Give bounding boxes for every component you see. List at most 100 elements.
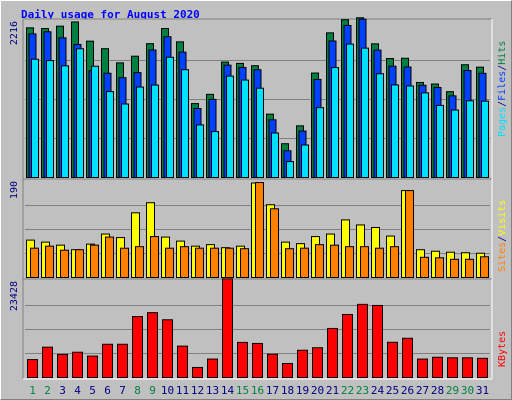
pages-bar — [346, 43, 354, 178]
kbytes-bar — [477, 357, 488, 378]
pages-bar — [91, 65, 99, 178]
pages-bar — [421, 92, 429, 178]
sites-bar — [375, 247, 384, 278]
legend-entry: KBytes — [497, 331, 508, 367]
pages-bar — [271, 132, 279, 178]
sites-bar — [270, 208, 279, 278]
x-tick-label: 18 — [281, 384, 294, 397]
sites-bar — [345, 246, 354, 278]
kbytes-bar — [237, 341, 248, 379]
pages-bar — [286, 161, 294, 179]
sites-bar — [360, 246, 369, 278]
kbytes-bar — [297, 349, 308, 378]
legend-entry: Visits — [497, 200, 508, 236]
kbytes-bar — [177, 345, 188, 378]
legend-entry: Pages — [497, 107, 508, 137]
x-tick-label: 23 — [356, 384, 369, 397]
kbytes-bar — [342, 313, 353, 378]
sites-bar — [480, 256, 489, 278]
legend-entry: / — [497, 65, 508, 71]
sites-bar — [300, 247, 309, 278]
sites-bar — [255, 182, 264, 278]
sites-bar — [390, 246, 399, 278]
legend: Pages/Files/Hits — [497, 41, 508, 137]
legend: Sites/Visits — [497, 200, 508, 272]
y-max-label: 23428 — [9, 281, 20, 311]
x-tick-label: 20 — [311, 384, 324, 397]
sites-bar — [435, 257, 444, 279]
sites-bar — [105, 236, 114, 278]
kbytes-bar — [282, 362, 293, 378]
x-tick-label: 26 — [401, 384, 414, 397]
x-tick-label: 5 — [89, 384, 96, 397]
sites-bar — [165, 247, 174, 278]
sites-bar — [210, 247, 219, 278]
panel-kbytes — [22, 278, 493, 380]
pages-bar — [211, 131, 219, 179]
y-max-label: 2216 — [9, 21, 20, 45]
x-tick-label: 6 — [104, 384, 111, 397]
sites-bar — [240, 248, 249, 278]
sites-bar — [75, 249, 84, 278]
x-tick-label: 4 — [74, 384, 81, 397]
pages-bar — [166, 56, 174, 178]
pages-bar — [241, 79, 249, 178]
pages-bar — [406, 85, 414, 178]
pages-bar — [361, 47, 369, 178]
sites-bar — [195, 247, 204, 278]
kbytes-bar — [327, 327, 338, 378]
kbytes-bar — [267, 353, 278, 378]
pages-bar — [256, 87, 264, 178]
kbytes-bar — [387, 341, 398, 378]
kbytes-bar — [432, 356, 443, 379]
pages-bar — [136, 86, 144, 178]
x-tick-label: 28 — [431, 384, 444, 397]
sites-bar — [225, 247, 234, 278]
sites-bar — [405, 190, 414, 279]
kbytes-bar — [192, 366, 203, 378]
pages-bar — [121, 103, 129, 178]
kbytes-bar — [72, 351, 83, 379]
pages-bar — [466, 100, 474, 178]
kbytes-bar — [117, 343, 128, 379]
x-tick-label: 21 — [326, 384, 339, 397]
sites-bar — [30, 247, 39, 278]
pages-bar — [196, 124, 204, 179]
pages-bar — [331, 67, 339, 178]
sites-bar — [60, 249, 69, 278]
x-tick-label: 17 — [266, 384, 279, 397]
panel-hits-files-pages — [22, 17, 493, 180]
x-tick-label: 15 — [236, 384, 249, 397]
kbytes-bar — [147, 312, 158, 379]
y-max-label: 190 — [9, 181, 20, 199]
sites-bar — [330, 244, 339, 279]
kbytes-bar — [87, 355, 98, 379]
legend-entry: / — [497, 101, 508, 107]
x-tick-label: 1 — [29, 384, 36, 397]
sites-bar — [150, 236, 159, 278]
x-tick-label: 31 — [476, 384, 489, 397]
x-tick-label: 22 — [341, 384, 354, 397]
pages-bar — [481, 100, 489, 178]
x-tick-label: 19 — [296, 384, 309, 397]
x-tick-label: 25 — [386, 384, 399, 397]
pages-bar — [181, 69, 189, 178]
x-tick-label: 14 — [221, 384, 235, 397]
sites-bar — [120, 247, 129, 278]
kbytes-bar — [222, 278, 233, 379]
kbytes-bar — [27, 359, 38, 379]
legend-entry: Files — [497, 71, 508, 101]
kbytes-bar — [372, 304, 383, 379]
chart-title: Daily usage for August 2020 — [21, 8, 200, 21]
pages-bar — [151, 84, 159, 178]
legend: KBytes — [497, 331, 508, 367]
x-tick-label: 12 — [191, 384, 204, 397]
kbytes-bar — [252, 342, 263, 378]
sites-bar — [465, 258, 474, 278]
pages-bar — [316, 107, 324, 178]
kbytes-bar — [312, 347, 323, 378]
legend-entry: Sites — [497, 242, 508, 272]
sites-bar — [420, 256, 429, 278]
kbytes-bar — [132, 316, 143, 378]
